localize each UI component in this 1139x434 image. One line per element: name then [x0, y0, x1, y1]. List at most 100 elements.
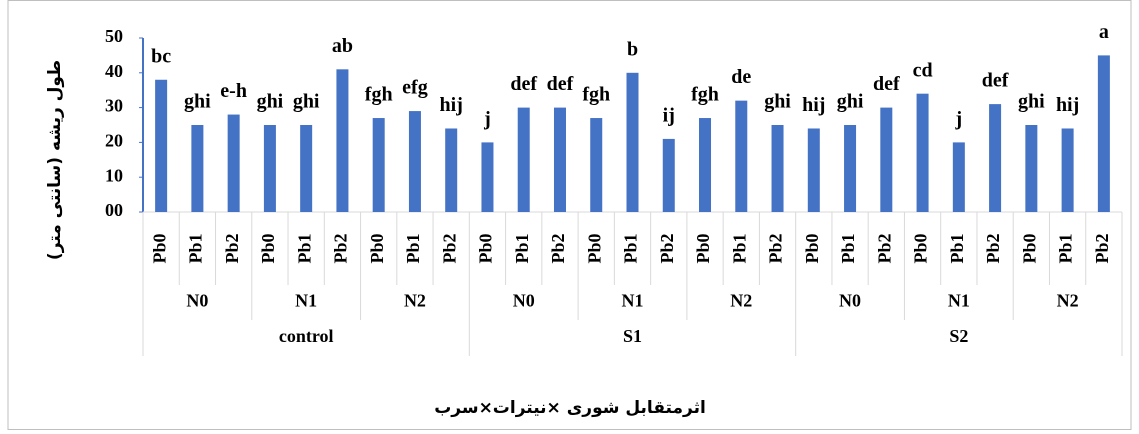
bar: [481, 142, 494, 212]
data-label: ij: [663, 105, 675, 127]
bar: [1061, 128, 1074, 212]
x-tick-label: Pb0: [584, 233, 604, 263]
bar: [300, 125, 313, 212]
bar: [553, 107, 566, 212]
data-label: e-h: [220, 80, 247, 102]
y-tick-label: 50: [105, 26, 123, 46]
data-label: cd: [913, 59, 933, 81]
bar: [155, 79, 168, 212]
x-tick-label: Pb0: [149, 233, 169, 263]
data-label: efg: [402, 77, 428, 99]
data-label: b: [627, 38, 638, 60]
group-label: N0: [839, 291, 861, 311]
data-label: j: [954, 108, 962, 130]
bar: [880, 107, 893, 212]
data-label: def: [982, 70, 1009, 92]
bar: [844, 125, 857, 212]
x-tick-label: Pb1: [947, 233, 967, 263]
bar: [336, 69, 349, 212]
data-label: hij: [1056, 94, 1079, 116]
bar: [1097, 55, 1110, 213]
data-label: a: [1099, 21, 1109, 43]
group-label: N2: [404, 291, 426, 311]
data-label: hij: [440, 94, 463, 116]
group-label: N1: [295, 291, 317, 311]
bar: [807, 128, 820, 212]
data-label: ghi: [293, 91, 320, 113]
data-label: ghi: [257, 91, 284, 113]
bar: [1025, 125, 1038, 212]
data-label: ghi: [184, 91, 211, 113]
x-tick-label: Pb1: [186, 233, 206, 263]
y-axis-label: طول ریشه (سانتی متر): [45, 60, 65, 260]
bar: [916, 93, 929, 212]
data-label: ghi: [764, 91, 791, 113]
x-tick-label: Pb0: [1019, 233, 1039, 263]
bar: [372, 118, 385, 212]
group-label: N2: [1057, 291, 1079, 311]
bar: [191, 125, 204, 212]
data-label: def: [547, 73, 574, 95]
y-tick-label: 20: [105, 131, 123, 151]
data-label: de: [731, 66, 751, 88]
x-tick-label: Pb1: [1056, 233, 1076, 263]
x-axis-label: اثرمتقابل شوری ×نیترات×سرب: [434, 398, 706, 418]
x-tick-label: Pb0: [911, 233, 931, 263]
group-label: N2: [730, 291, 752, 311]
data-label: ghi: [837, 91, 864, 113]
group-label: N1: [948, 291, 970, 311]
x-tick-label: Pb2: [657, 233, 677, 263]
x-tick-label: Pb0: [476, 233, 496, 263]
x-tick-label: Pb0: [258, 233, 278, 263]
data-label: bc: [151, 45, 171, 67]
x-tick-label: Pb2: [983, 233, 1003, 263]
data-label: ghi: [1018, 91, 1045, 113]
x-tick-label: Pb1: [512, 233, 532, 263]
x-tick-label: Pb2: [548, 233, 568, 263]
data-label: def: [510, 73, 537, 95]
x-tick-label: Pb2: [439, 233, 459, 263]
bar: [590, 118, 603, 212]
x-tick-label: Pb2: [874, 233, 894, 263]
data-label: fgh: [365, 84, 393, 106]
x-tick-label: Pb1: [294, 233, 314, 263]
bar: [263, 125, 276, 212]
x-tick-label: Pb2: [1092, 233, 1112, 263]
x-tick-label: Pb0: [693, 233, 713, 263]
group-label: S2: [949, 326, 968, 346]
bar: [517, 107, 530, 212]
data-label: j: [483, 108, 491, 130]
bar: [227, 114, 240, 212]
x-tick-label: Pb2: [331, 233, 351, 263]
x-tick-label: Pb0: [367, 233, 387, 263]
data-label: ab: [332, 35, 353, 57]
data-label: def: [873, 73, 900, 95]
y-tick-label: 40: [105, 61, 123, 81]
y-tick-label: 30: [105, 96, 123, 116]
bar: [626, 72, 639, 212]
bar: [699, 118, 712, 212]
x-tick-label: Pb0: [802, 233, 822, 263]
group-label: N0: [513, 291, 535, 311]
x-tick-label: Pb2: [222, 233, 242, 263]
bar: [662, 138, 675, 212]
group-label: control: [279, 326, 334, 346]
data-label: hij: [802, 94, 825, 116]
x-tick-label: Pb2: [766, 233, 786, 263]
group-label: N1: [622, 291, 644, 311]
bar: [735, 100, 748, 212]
y-tick-label: 00: [105, 200, 123, 220]
data-label: fgh: [691, 84, 719, 106]
x-tick-label: Pb1: [838, 233, 858, 263]
bar: [989, 104, 1002, 212]
bar: [408, 111, 421, 212]
bar: [445, 128, 458, 212]
y-tick-label: 10: [105, 165, 123, 185]
x-tick-label: Pb1: [403, 233, 423, 263]
group-label: N0: [186, 291, 208, 311]
bar: [952, 142, 965, 212]
chart-border: [7, 0, 1132, 430]
data-label: fgh: [582, 84, 610, 106]
group-label: S1: [623, 326, 642, 346]
